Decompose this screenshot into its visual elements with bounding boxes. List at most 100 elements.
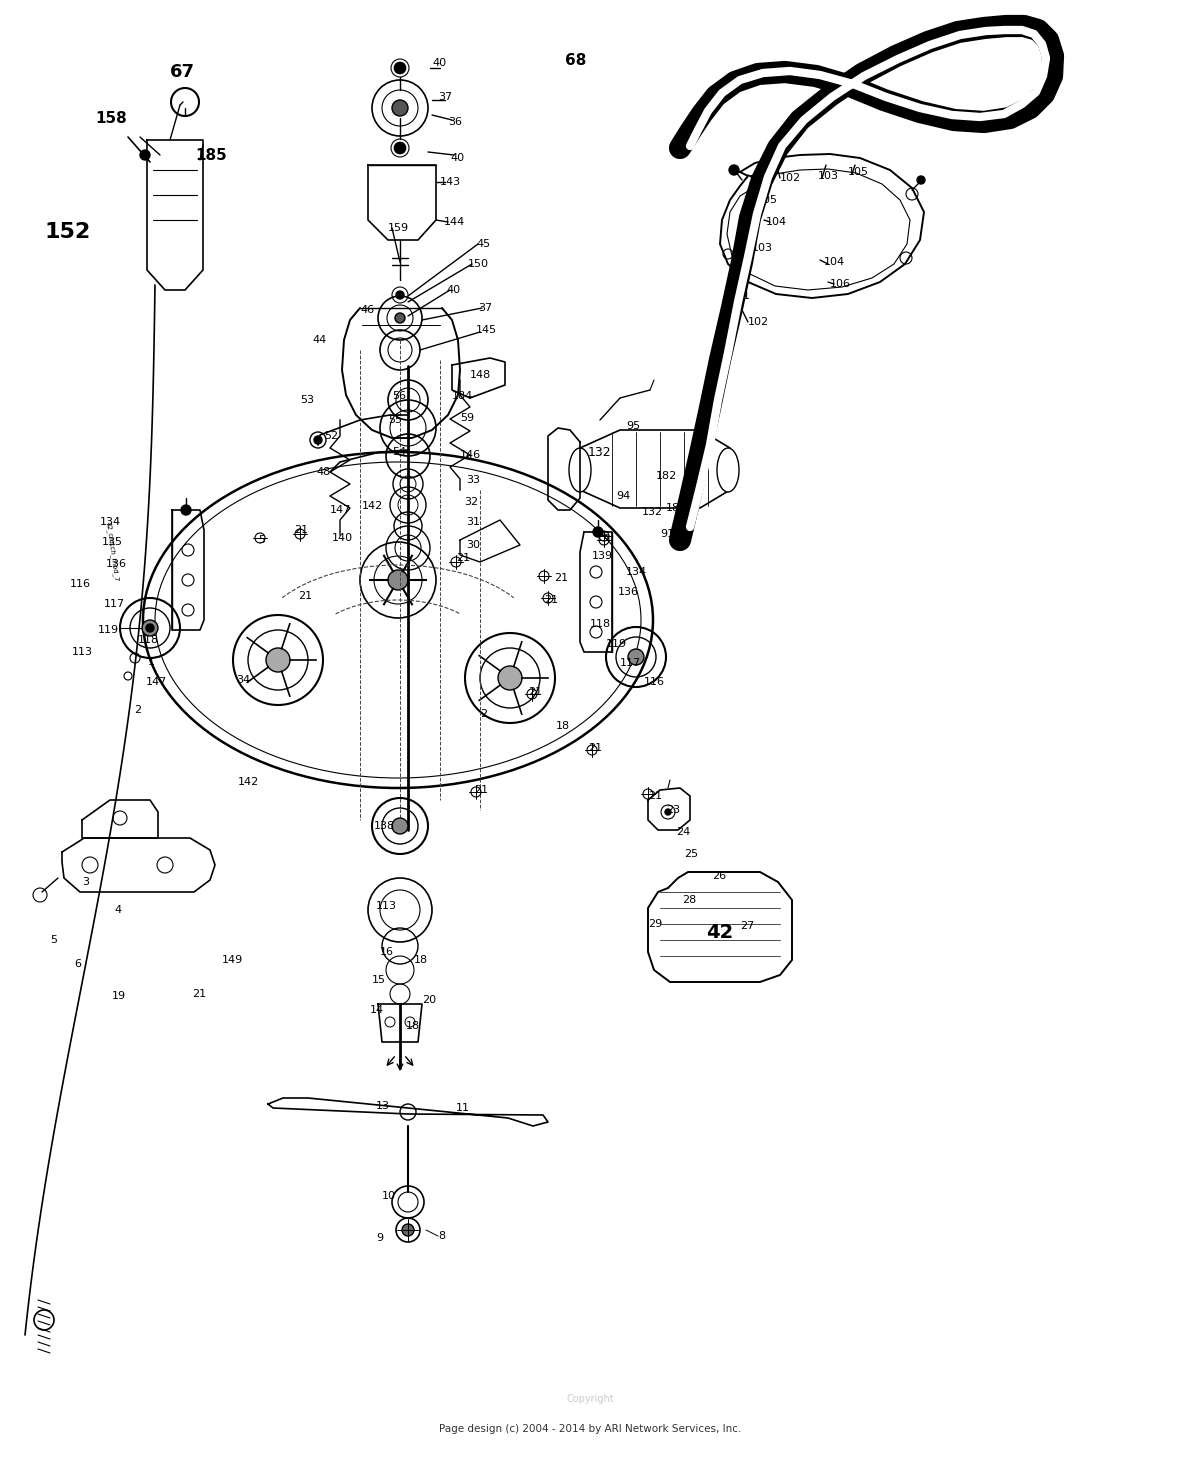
- Text: 150: 150: [468, 260, 489, 268]
- Text: 105: 105: [758, 196, 778, 206]
- Text: 142: 142: [238, 778, 260, 786]
- Text: 152: 152: [44, 222, 90, 242]
- Text: 21: 21: [299, 591, 313, 601]
- Circle shape: [146, 624, 155, 632]
- Text: 119: 119: [607, 639, 627, 649]
- Text: 42_clutch_mod_7: 42_clutch_mod_7: [105, 521, 120, 582]
- Text: 116: 116: [70, 579, 91, 589]
- Text: 40: 40: [446, 285, 460, 295]
- Ellipse shape: [717, 448, 739, 492]
- Text: 21: 21: [553, 573, 568, 584]
- Text: 159: 159: [388, 223, 409, 233]
- Text: 143: 143: [440, 177, 461, 187]
- Text: 59: 59: [460, 413, 474, 423]
- Text: 118: 118: [590, 619, 611, 629]
- Text: 5: 5: [258, 535, 266, 546]
- Text: 119: 119: [98, 624, 119, 635]
- Text: 146: 146: [460, 449, 481, 460]
- Text: 44: 44: [312, 336, 326, 344]
- Text: 37: 37: [438, 92, 452, 102]
- Text: 21: 21: [294, 525, 308, 535]
- Text: 21: 21: [588, 743, 602, 753]
- Text: 26: 26: [712, 871, 726, 881]
- Text: 1: 1: [148, 657, 155, 667]
- Circle shape: [394, 142, 406, 155]
- Circle shape: [402, 1224, 414, 1236]
- Text: 53: 53: [300, 395, 314, 406]
- Text: 19: 19: [112, 991, 126, 1001]
- Text: 106: 106: [748, 175, 769, 185]
- Text: 134: 134: [100, 516, 122, 527]
- Text: 21: 21: [527, 687, 542, 697]
- Text: 20: 20: [422, 995, 437, 1005]
- Text: 158: 158: [96, 111, 126, 125]
- Text: 136: 136: [106, 559, 127, 569]
- Text: 36: 36: [448, 117, 463, 127]
- Text: 21: 21: [455, 553, 470, 563]
- Circle shape: [181, 505, 191, 515]
- Text: 4: 4: [114, 905, 122, 915]
- Circle shape: [396, 290, 404, 299]
- Text: 21: 21: [648, 791, 662, 801]
- Circle shape: [388, 570, 408, 589]
- Text: 21: 21: [474, 785, 489, 795]
- Text: 144: 144: [444, 217, 465, 228]
- Text: 117: 117: [104, 600, 125, 608]
- Text: 118: 118: [138, 635, 159, 645]
- Circle shape: [394, 61, 406, 74]
- Text: 56: 56: [392, 391, 406, 401]
- Text: 149: 149: [222, 956, 243, 964]
- Text: 18: 18: [556, 721, 570, 731]
- Text: 184: 184: [452, 391, 473, 401]
- Text: 9: 9: [376, 1233, 384, 1243]
- Text: 14: 14: [371, 1005, 385, 1015]
- Text: 32: 32: [464, 498, 478, 506]
- Text: 68: 68: [565, 53, 586, 67]
- Text: 106: 106: [830, 279, 851, 289]
- Text: 10: 10: [382, 1191, 396, 1201]
- Text: 5: 5: [50, 935, 57, 945]
- Text: 3: 3: [81, 877, 88, 887]
- Circle shape: [142, 620, 158, 636]
- Text: 91: 91: [660, 530, 674, 538]
- Text: 113: 113: [72, 646, 93, 657]
- Text: 31: 31: [466, 516, 480, 527]
- Text: 40: 40: [450, 153, 464, 163]
- Text: 67: 67: [170, 63, 195, 82]
- Circle shape: [266, 648, 290, 673]
- Text: 48: 48: [316, 467, 330, 477]
- Text: 140: 140: [332, 533, 353, 543]
- Text: 139: 139: [592, 552, 614, 562]
- Text: 147: 147: [146, 677, 168, 687]
- Text: 33: 33: [466, 476, 480, 484]
- Text: 27: 27: [740, 921, 754, 931]
- Text: Page design (c) 2004 - 2014 by ARI Network Services, Inc.: Page design (c) 2004 - 2014 by ARI Netwo…: [439, 1424, 741, 1434]
- Text: 117: 117: [620, 658, 641, 668]
- Text: 15: 15: [372, 975, 386, 985]
- Text: 104: 104: [766, 217, 787, 228]
- Text: 102: 102: [748, 317, 769, 327]
- Circle shape: [395, 314, 405, 322]
- Text: Copyright: Copyright: [566, 1393, 614, 1404]
- Text: 113: 113: [376, 902, 396, 910]
- Text: 30: 30: [466, 540, 480, 550]
- Text: 45: 45: [476, 239, 490, 249]
- Text: 25: 25: [684, 849, 699, 859]
- Text: 104: 104: [824, 257, 845, 267]
- Text: 105: 105: [848, 166, 868, 177]
- Text: 37: 37: [478, 303, 492, 314]
- Text: 132: 132: [588, 445, 611, 458]
- Text: 142: 142: [362, 500, 384, 511]
- Circle shape: [314, 436, 322, 444]
- Text: 5: 5: [602, 531, 609, 541]
- Circle shape: [498, 665, 522, 690]
- Text: 94: 94: [616, 492, 630, 500]
- Text: 42: 42: [707, 922, 734, 941]
- Text: 46: 46: [360, 305, 374, 315]
- Text: 103: 103: [818, 171, 839, 181]
- Text: 16: 16: [380, 947, 394, 957]
- Text: 40: 40: [432, 58, 446, 69]
- Text: 101: 101: [730, 290, 750, 301]
- Text: 13: 13: [376, 1102, 391, 1110]
- Text: 24: 24: [676, 827, 690, 837]
